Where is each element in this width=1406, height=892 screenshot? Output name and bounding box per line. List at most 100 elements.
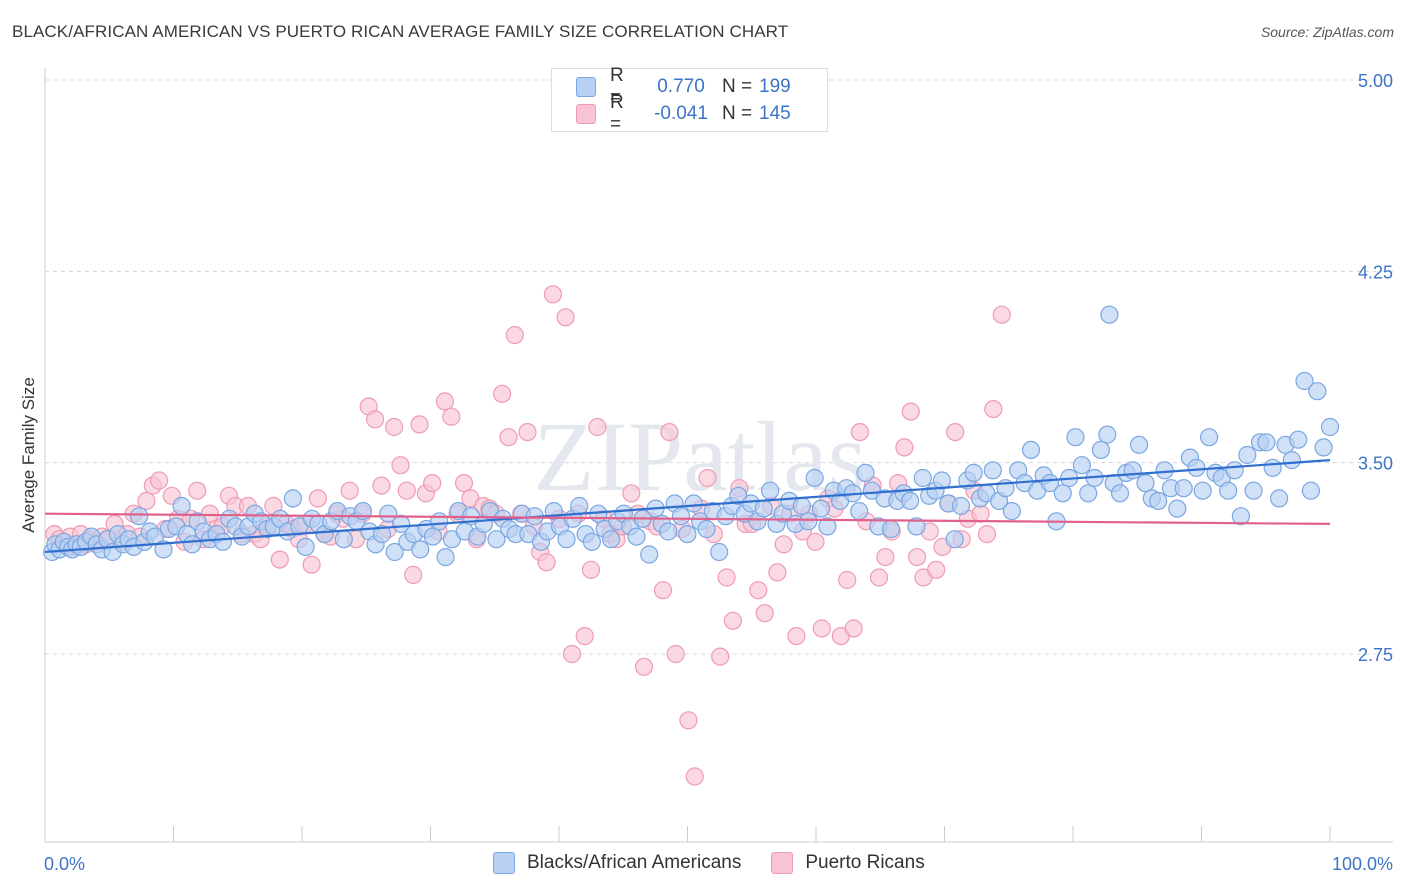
data-point: [423, 527, 442, 546]
data-point: [977, 524, 997, 544]
data-point: [588, 417, 607, 437]
data-point: [1263, 458, 1282, 477]
x-tick-label: 100.0%: [1332, 854, 1393, 874]
data-point: [1244, 481, 1263, 500]
data-point: [666, 644, 685, 664]
data-point: [1320, 417, 1340, 437]
data-point: [856, 463, 875, 482]
data-point: [723, 611, 743, 630]
n-label: N =: [722, 103, 753, 124]
data-point: [379, 504, 398, 523]
watermark: ZIPatlas: [533, 401, 866, 512]
data-point: [410, 415, 429, 434]
data-point: [436, 547, 455, 567]
chart-title: BLACK/AFRICAN AMERICAN VS PUERTO RICAN A…: [12, 22, 789, 41]
data-point: [1100, 305, 1119, 324]
data-point: [907, 547, 927, 567]
data-point: [1002, 502, 1022, 521]
data-point: [869, 568, 889, 587]
data-point: [806, 532, 825, 551]
data-point: [653, 581, 673, 600]
data-point: [660, 423, 679, 442]
data-point: [811, 499, 831, 518]
data-point: [296, 537, 315, 557]
legend-item-puerto-ricans: Puerto Ricans: [771, 852, 925, 874]
data-point: [805, 468, 824, 488]
data-point: [537, 553, 556, 572]
data-point: [283, 489, 302, 508]
n-value: 145: [759, 103, 791, 124]
data-point: [1187, 458, 1206, 477]
grid-lines: [45, 79, 1393, 655]
data-point: [1219, 481, 1238, 500]
data-point: [1238, 445, 1257, 465]
data-point: [423, 474, 442, 493]
data-point: [927, 560, 946, 579]
data-point: [575, 626, 594, 646]
data-point: [442, 407, 461, 426]
r-value: 0.770: [657, 76, 705, 97]
data-point: [1053, 484, 1072, 503]
data-point: [1199, 428, 1219, 447]
data-point: [951, 496, 971, 516]
blacks-african-americans-series: [43, 305, 1340, 567]
data-point: [172, 496, 191, 516]
data-point: [130, 507, 149, 526]
data-point: [678, 524, 697, 544]
data-point: [792, 496, 812, 516]
data-point: [1091, 440, 1111, 459]
data-point: [505, 326, 524, 345]
data-point: [154, 540, 173, 559]
data-point: [1314, 438, 1333, 457]
data-point: [901, 402, 920, 421]
data-point: [1295, 371, 1314, 391]
data-point: [582, 532, 602, 551]
blacks-trend-line: [44, 459, 1331, 554]
data-point: [659, 522, 678, 541]
data-point: [1136, 474, 1155, 493]
data-point: [754, 499, 773, 518]
data-point: [774, 535, 793, 554]
data-point: [1129, 435, 1149, 454]
data-point: [964, 463, 983, 482]
data-point: [557, 530, 576, 549]
r-label: R =: [610, 65, 624, 108]
legend-row-puerto-ricans: R = -0.041 N = 145: [576, 92, 791, 135]
data-point: [493, 384, 512, 403]
data-point: [1021, 440, 1041, 459]
pink-swatch: [576, 104, 596, 124]
correlation-legend: R = 0.770 N = 199 R = -0.041 N = 145: [551, 65, 828, 135]
data-point: [487, 530, 506, 549]
y-tick-label: 3.50: [1358, 454, 1393, 474]
y-axis-label: Average Family Size: [19, 377, 38, 533]
data-point: [640, 545, 659, 564]
data-point: [188, 481, 207, 500]
data-point: [1282, 451, 1301, 470]
data-point: [812, 619, 831, 638]
data-point: [983, 461, 1002, 480]
data-point: [1110, 484, 1130, 503]
data-point: [562, 644, 582, 664]
data-point: [1079, 484, 1098, 503]
data-point: [1301, 481, 1321, 500]
data-point: [711, 647, 730, 666]
data-point: [876, 547, 895, 567]
data-point: [895, 438, 914, 457]
data-point: [556, 308, 575, 327]
data-point: [308, 489, 327, 508]
data-point: [907, 517, 926, 536]
data-point: [404, 565, 423, 585]
data-point: [1193, 481, 1212, 500]
data-point: [913, 468, 932, 488]
data-point: [971, 504, 990, 523]
data-point: [818, 517, 837, 536]
data-point: [1269, 489, 1289, 508]
data-point: [1168, 499, 1187, 518]
data-point: [601, 530, 621, 549]
data-point: [838, 570, 857, 590]
blue-swatch: [493, 852, 515, 874]
data-point: [570, 496, 589, 516]
data-point: [755, 604, 774, 623]
legend-label: Puerto Ricans: [805, 852, 925, 873]
